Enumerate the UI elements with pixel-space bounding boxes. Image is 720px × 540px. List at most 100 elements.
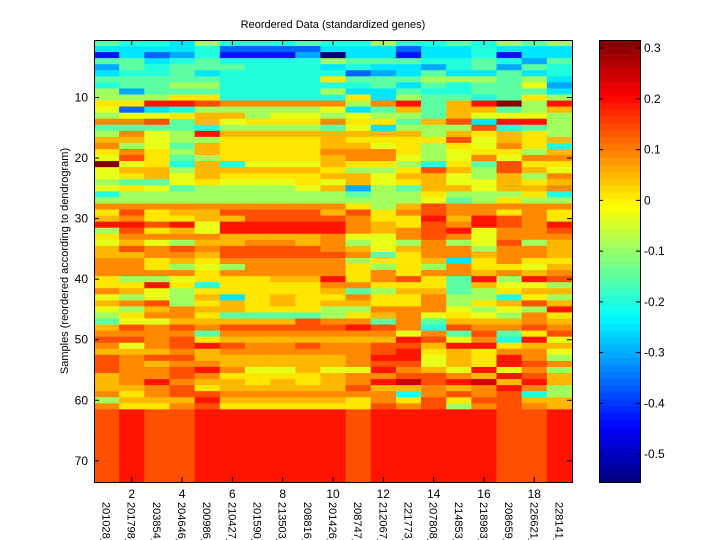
heatmap-cell xyxy=(94,439,120,447)
heatmap-cell xyxy=(521,221,548,229)
heatmap-cell xyxy=(370,397,397,404)
heatmap-cell xyxy=(345,64,372,71)
colorbar-step xyxy=(599,247,640,255)
heatmap-cell xyxy=(144,64,170,71)
heatmap-cell xyxy=(446,300,472,307)
heatmap-cell xyxy=(521,46,548,53)
heatmap-cell xyxy=(270,379,296,386)
heatmap-cell xyxy=(496,64,523,71)
heatmap-cell xyxy=(496,233,523,241)
heatmap-cell xyxy=(119,161,145,168)
heatmap-cell xyxy=(370,312,397,320)
heatmap-cell xyxy=(169,342,196,350)
heatmap-cell xyxy=(169,439,196,447)
heatmap-cell xyxy=(395,245,422,253)
heatmap-cell xyxy=(94,130,120,138)
heatmap-cell xyxy=(169,409,196,416)
heatmap-cell xyxy=(471,130,498,138)
heatmap-cell xyxy=(219,118,246,126)
heatmap-cell xyxy=(320,64,347,71)
heatmap-cell xyxy=(119,76,145,83)
heatmap-cell xyxy=(295,421,321,428)
heatmap-cell xyxy=(471,360,498,368)
heatmap-cell xyxy=(345,385,372,392)
heatmap-cell xyxy=(169,251,196,259)
heatmap-cell xyxy=(496,191,523,198)
heatmap-cell xyxy=(471,209,498,217)
heatmap-cell xyxy=(94,94,120,102)
heatmap-cell xyxy=(94,76,120,83)
heatmap-cell xyxy=(94,40,120,47)
x-tick-label: 18 xyxy=(528,487,542,501)
heatmap-cell xyxy=(169,433,196,441)
heatmap-cell xyxy=(421,348,447,356)
colorbar-step xyxy=(599,136,640,145)
heatmap-cell xyxy=(395,233,422,241)
colorbar-step xyxy=(599,164,640,172)
colorbar-step xyxy=(599,53,640,62)
heatmap-cell xyxy=(94,179,120,186)
heatmap-cell xyxy=(320,294,347,301)
heatmap-cell xyxy=(496,118,523,126)
heatmap-cell xyxy=(471,457,498,465)
heatmap-cell xyxy=(546,239,573,247)
heatmap-cell xyxy=(194,288,221,295)
heatmap-cell xyxy=(496,124,523,132)
heatmap-cell xyxy=(270,185,296,192)
heatmap-cell xyxy=(194,76,221,83)
heatmap-cell xyxy=(119,469,145,477)
heatmap-cell xyxy=(144,167,170,174)
heatmap-cell xyxy=(94,306,120,313)
heatmap-cell xyxy=(320,342,347,350)
heatmap-cell xyxy=(471,161,498,168)
heatmap-cell xyxy=(194,373,221,380)
heatmap-cell xyxy=(169,421,196,428)
heatmap-cell xyxy=(295,391,321,398)
heatmap-cell xyxy=(421,76,447,83)
heatmap-cell xyxy=(219,167,246,174)
heatmap-cell xyxy=(219,233,246,241)
heatmap-cell xyxy=(521,112,548,120)
heatmap-cell xyxy=(270,373,296,380)
heatmap-cell xyxy=(546,348,573,356)
heatmap-cell xyxy=(345,148,372,156)
colorbar-step xyxy=(599,240,640,248)
heatmap-cell xyxy=(471,421,498,428)
colorbar-step xyxy=(599,468,640,476)
heatmap-cell xyxy=(144,251,170,259)
heatmap-cell xyxy=(370,421,397,428)
heatmap-cell xyxy=(320,391,347,398)
heatmap-cell xyxy=(395,191,422,198)
heatmap-cell xyxy=(270,58,296,65)
heatmap-cell xyxy=(270,433,296,441)
heatmap-cell xyxy=(345,46,372,53)
heatmap-cell xyxy=(370,451,397,459)
heatmap-cell xyxy=(446,463,472,471)
heatmap-cell xyxy=(219,185,246,192)
heatmap-cell xyxy=(219,348,246,356)
heatmap-cell xyxy=(144,124,170,132)
heatmap-cell xyxy=(370,136,397,144)
heatmap-cell xyxy=(119,136,145,144)
heatmap-cell xyxy=(345,167,372,174)
heatmap-cell xyxy=(219,336,246,344)
heatmap-cell xyxy=(119,124,145,132)
y-tick-label: 30 xyxy=(75,212,89,226)
heatmap-cell xyxy=(270,409,296,416)
heatmap-cell xyxy=(421,112,447,120)
heatmap-cell xyxy=(169,391,196,398)
heatmap-cell xyxy=(169,239,196,247)
heatmap-cell xyxy=(320,360,347,368)
heatmap-cell xyxy=(219,421,246,428)
heatmap-cell xyxy=(421,366,447,374)
heatmap-cell xyxy=(270,354,296,362)
heatmap-cell xyxy=(219,270,246,277)
heatmap-cell xyxy=(219,306,246,313)
heatmap-cell xyxy=(446,445,472,453)
heatmap-cell xyxy=(370,379,397,386)
heatmap-cell xyxy=(345,312,372,320)
heatmap-cell xyxy=(395,300,422,307)
heatmap-cell xyxy=(244,239,271,247)
heatmap-cell xyxy=(270,221,296,229)
heatmap-cell xyxy=(295,136,321,144)
